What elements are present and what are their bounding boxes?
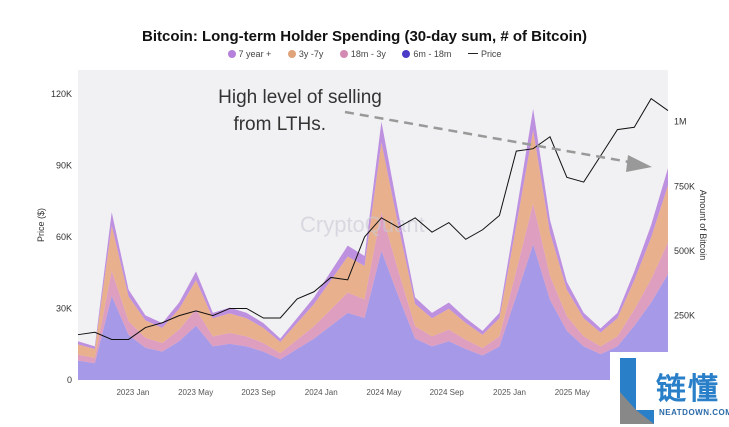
legend-dot: [227, 50, 236, 58]
chart-title: Bitcoin: Long-term Holder Spending (30-d…: [141, 28, 587, 45]
area-18m-3y: [78, 203, 668, 364]
logo-en-text: NEATDOWN.COM: [659, 408, 729, 417]
area-3y-7y: [78, 130, 668, 359]
x-tick-label: 2024 Sep: [430, 388, 465, 397]
trend-arrow-line: [344, 110, 636, 165]
right-tick-label: 750K: [674, 181, 695, 191]
logo-l-mark: [620, 358, 654, 424]
x-tick-label: 2023 Jan: [116, 388, 149, 397]
legend-7y[interactable]: 7 year +: [227, 49, 272, 59]
watermark: CryptoQuant: [300, 212, 425, 237]
legend-dot: [287, 50, 296, 58]
legend-price[interactable]: Price: [467, 49, 502, 59]
x-tick-label: 2025 May: [555, 388, 590, 397]
annotation-line1: High level of selling: [218, 87, 382, 108]
x-tick-label: 2023 Sep: [241, 388, 276, 397]
legend-label: 6m - 18m: [413, 49, 452, 59]
area-7-year-: [78, 108, 668, 349]
legend-3y-7y[interactable]: 3y -7y: [287, 49, 324, 59]
area-6m-18m: [78, 244, 668, 380]
neatdown-logo: 链懂 NEATDOWN.COM: [610, 352, 729, 427]
trend-arrow-head: [626, 155, 652, 172]
right-tick-label: 1M: [674, 117, 687, 127]
legend-line: [467, 53, 478, 54]
left-tick-label: 90K: [56, 160, 72, 170]
price-line: [77, 97, 669, 340]
y-axis-right-label: Amount of Bitcoin: [698, 190, 708, 261]
left-tick-label: 60K: [56, 232, 72, 242]
legend: 7 year + 3y -7y 18m - 3y 6m - 18m Price: [0, 49, 729, 59]
x-tick-label: 2024 May: [366, 388, 401, 397]
x-tick-label: 2023 May: [178, 388, 213, 397]
right-tick-label: 500K: [674, 246, 695, 256]
right-tick-label: 250K: [674, 310, 695, 320]
legend-18m-3y[interactable]: 18m - 3y: [339, 49, 386, 59]
left-tick-label: 30K: [56, 303, 72, 313]
legend-6m-18m[interactable]: 6m - 18m: [402, 49, 451, 59]
legend-label: 7 year +: [238, 49, 272, 59]
legend-dot: [402, 50, 411, 58]
annotation-line2: from LTHs.: [233, 114, 326, 135]
y-axis-left-label: Price ($): [36, 208, 46, 242]
legend-dot: [339, 50, 348, 58]
logo-cn-text: 链懂: [656, 373, 720, 406]
legend-label: Price: [480, 49, 502, 59]
left-tick-label: 0: [67, 375, 72, 385]
legend-label: 3y -7y: [298, 49, 324, 59]
legend-label: 18m - 3y: [350, 49, 386, 59]
x-tick-label: 2024 Jan: [305, 388, 338, 397]
x-tick-label: 2025 Jan: [493, 388, 526, 397]
left-tick-label: 120K: [51, 89, 72, 99]
